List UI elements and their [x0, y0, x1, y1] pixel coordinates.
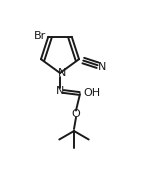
Text: N: N	[56, 86, 64, 96]
Text: O: O	[72, 109, 80, 119]
Text: Br: Br	[34, 31, 46, 41]
Text: N: N	[98, 62, 106, 72]
Text: N: N	[58, 67, 66, 77]
Text: OH: OH	[83, 88, 100, 98]
